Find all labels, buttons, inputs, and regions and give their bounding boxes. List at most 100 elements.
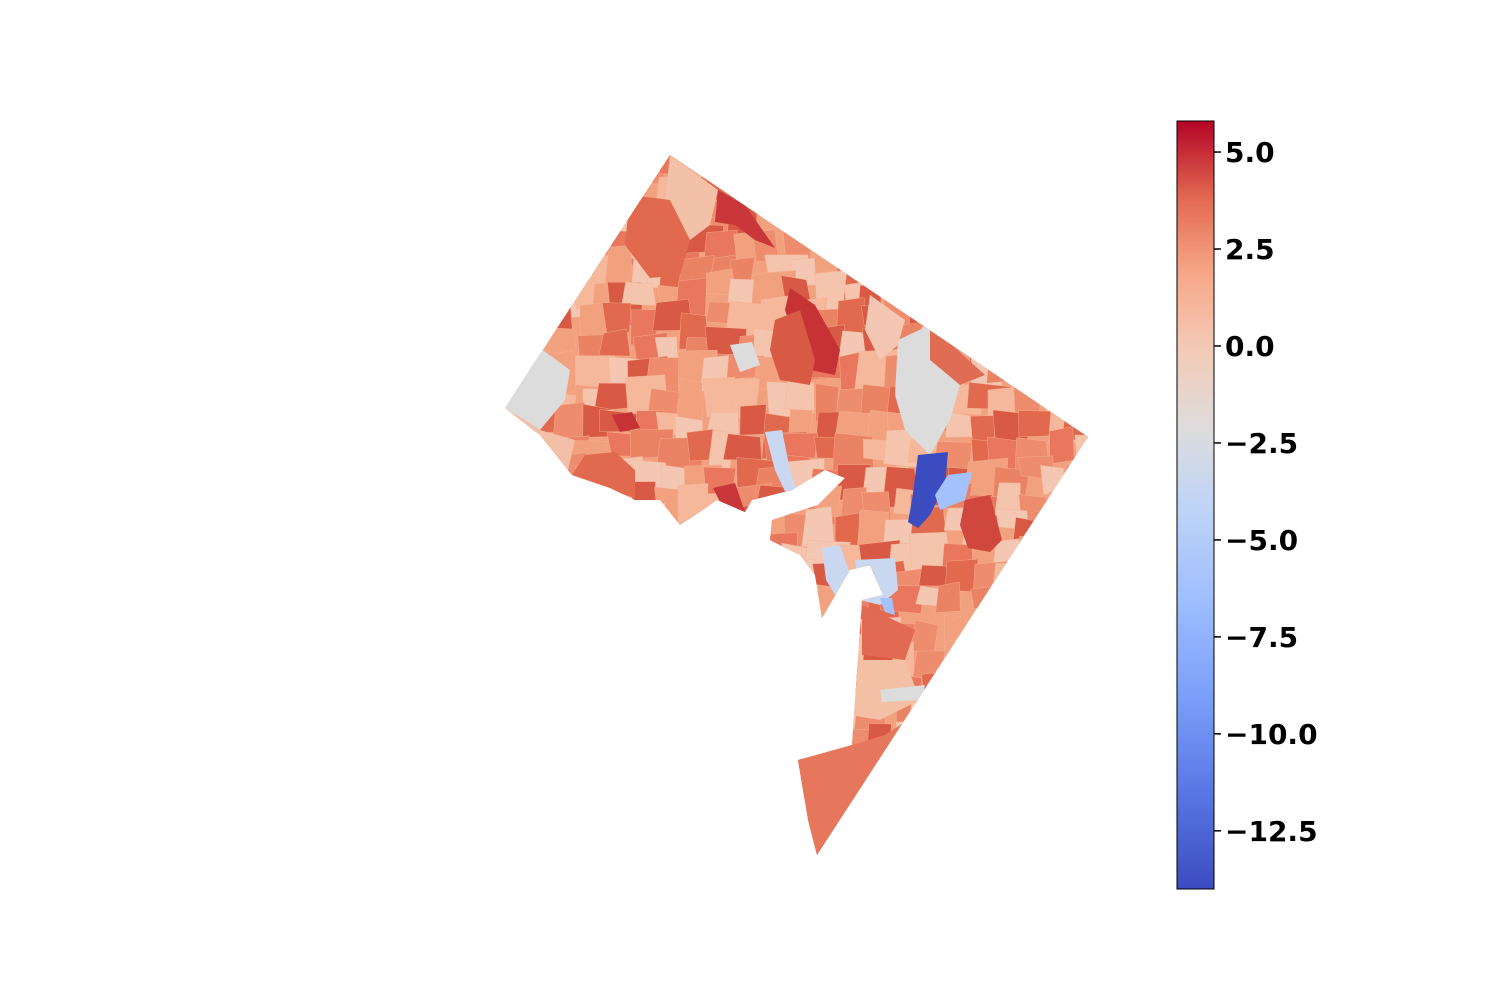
tract-region bbox=[892, 277, 931, 308]
tract-region bbox=[647, 516, 680, 554]
tract-region bbox=[1014, 362, 1042, 389]
tract-region bbox=[1019, 614, 1051, 645]
tract-region bbox=[505, 645, 527, 684]
tract-region bbox=[577, 765, 607, 794]
tract-region bbox=[1018, 334, 1050, 361]
tract-region bbox=[579, 169, 615, 199]
tract-region bbox=[762, 173, 789, 217]
tract-region bbox=[935, 728, 957, 772]
tract-region bbox=[710, 826, 754, 855]
tract-region bbox=[1000, 196, 1025, 239]
tract-region bbox=[550, 846, 592, 855]
colorbar-tick-label: 5.0 bbox=[1225, 136, 1275, 169]
tract-region bbox=[969, 257, 1007, 299]
tract-region bbox=[572, 850, 599, 855]
tract-region bbox=[857, 191, 899, 223]
tract-region bbox=[733, 749, 770, 782]
region-northwest-red bbox=[625, 195, 690, 278]
tract-region bbox=[921, 197, 949, 236]
tract-region bbox=[602, 302, 632, 337]
tract-region bbox=[1071, 251, 1088, 278]
tract-region bbox=[940, 663, 975, 706]
tract-region bbox=[755, 791, 797, 825]
tract-region bbox=[918, 277, 953, 312]
tract-region bbox=[963, 640, 1008, 673]
tract-region bbox=[935, 581, 961, 613]
tract-region bbox=[935, 849, 976, 855]
tract-region bbox=[1072, 572, 1088, 601]
tract-region bbox=[1023, 223, 1064, 262]
tract-region bbox=[660, 697, 708, 739]
tract-region bbox=[973, 852, 1004, 855]
tract-region bbox=[529, 531, 573, 578]
tract-region bbox=[702, 719, 734, 746]
tract-region bbox=[992, 174, 1038, 213]
tract-region bbox=[1021, 820, 1052, 855]
tract-region bbox=[993, 260, 1025, 298]
tract-region bbox=[1068, 166, 1088, 207]
tract-region bbox=[1045, 380, 1078, 414]
tract-region bbox=[958, 675, 997, 720]
tract-region bbox=[545, 614, 589, 658]
tract-region bbox=[522, 818, 555, 850]
tract-region bbox=[727, 155, 759, 174]
tract-region bbox=[525, 795, 569, 831]
tract-region bbox=[725, 590, 776, 618]
region-south-red-block bbox=[862, 605, 915, 660]
highlight-regions bbox=[505, 155, 1002, 855]
tract-region bbox=[551, 718, 600, 753]
tract-region bbox=[912, 796, 960, 823]
colorbar-tick-label: 2.5 bbox=[1225, 233, 1275, 266]
tract-region bbox=[532, 247, 575, 273]
tract-region bbox=[723, 433, 762, 461]
tract-region bbox=[992, 854, 1021, 855]
tract-region bbox=[918, 828, 953, 855]
tract-region bbox=[710, 848, 737, 855]
region-east-red bbox=[930, 325, 985, 385]
tract-region bbox=[700, 621, 739, 649]
tract-region bbox=[505, 617, 542, 649]
tract-region bbox=[788, 200, 833, 240]
tract-region bbox=[505, 286, 543, 321]
region-southwest-red bbox=[572, 452, 635, 498]
tract-region bbox=[783, 182, 824, 219]
tract-region bbox=[573, 155, 608, 186]
tract-region bbox=[600, 712, 651, 738]
tract-region bbox=[1021, 745, 1068, 793]
tract-region bbox=[1023, 561, 1067, 596]
tract-region bbox=[756, 848, 801, 855]
tract-region bbox=[651, 615, 679, 659]
tract-region bbox=[686, 428, 714, 462]
tract-region bbox=[866, 177, 912, 211]
tract-region bbox=[870, 802, 910, 842]
tract-region bbox=[1067, 674, 1088, 708]
tract-region bbox=[969, 741, 1016, 781]
tract-region bbox=[733, 660, 787, 696]
tract-region bbox=[870, 223, 917, 271]
tract-region bbox=[1065, 694, 1088, 740]
tract-region bbox=[905, 251, 934, 286]
tract-region bbox=[678, 535, 717, 577]
tract-region bbox=[1071, 616, 1088, 660]
tract-region bbox=[910, 620, 939, 653]
tract-region bbox=[778, 672, 808, 713]
tract-region bbox=[960, 690, 995, 726]
tract-region bbox=[682, 724, 721, 758]
tract-region bbox=[606, 669, 633, 698]
region-east-dark-blue bbox=[908, 452, 948, 528]
tract-region bbox=[1064, 852, 1088, 855]
tract-region bbox=[505, 829, 542, 855]
tract-region bbox=[505, 254, 537, 284]
tract-region bbox=[605, 538, 635, 583]
tract-region bbox=[786, 611, 832, 656]
tract-region bbox=[1044, 155, 1084, 179]
tract-region bbox=[598, 328, 631, 357]
tract-region bbox=[686, 694, 712, 742]
tract-region bbox=[961, 169, 992, 195]
region-east-dark-red-block bbox=[960, 495, 1002, 552]
tract-region bbox=[966, 620, 998, 654]
tract-region bbox=[739, 537, 781, 587]
tract-region bbox=[890, 181, 913, 211]
tract-region bbox=[653, 566, 685, 606]
